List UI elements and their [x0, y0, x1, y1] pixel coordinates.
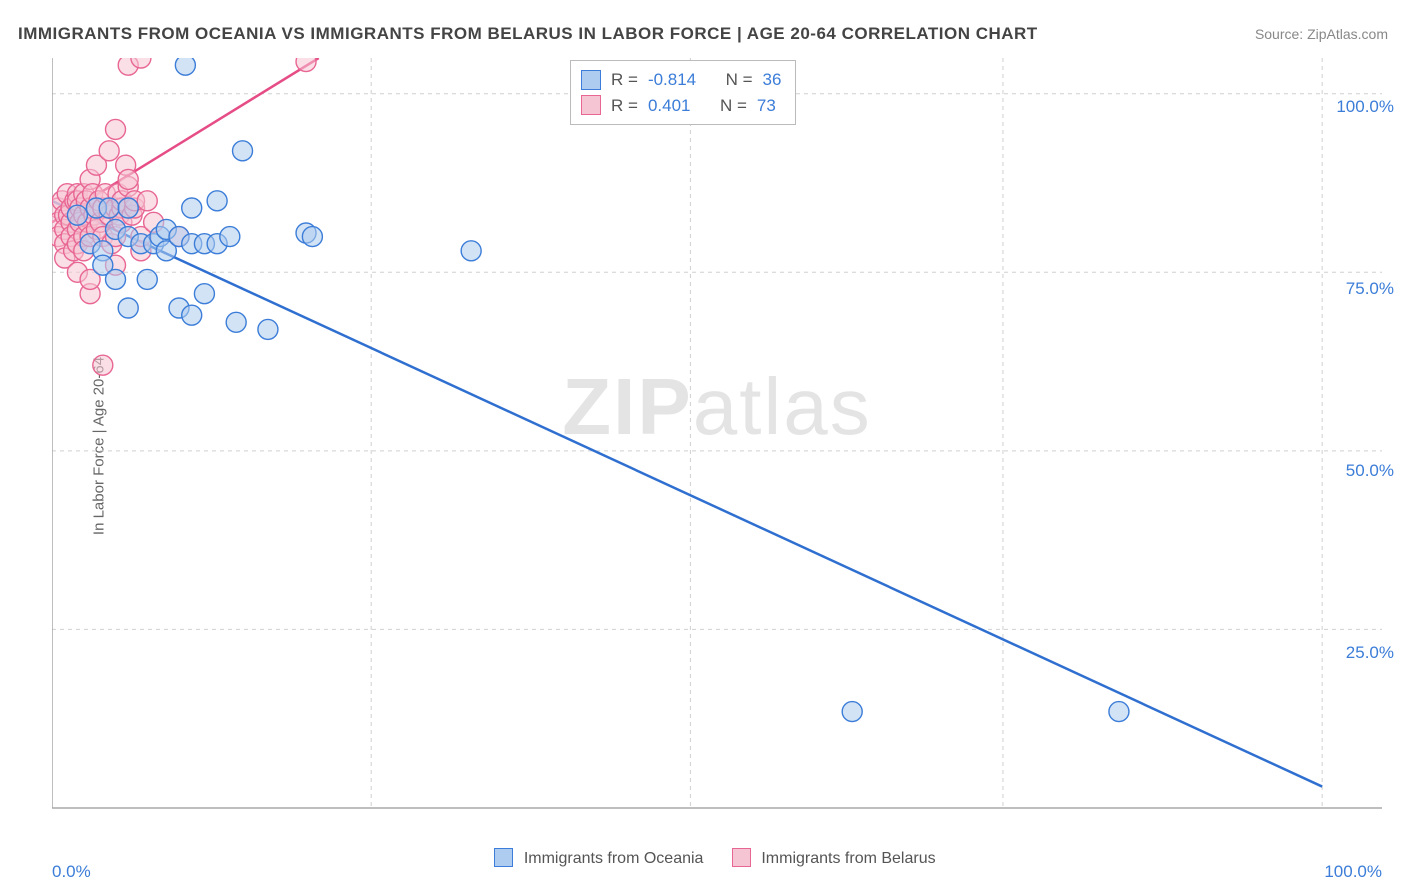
- legend-label-belarus: Immigrants from Belarus: [761, 850, 935, 867]
- legend-swatch-oceania: [494, 848, 513, 867]
- n-value-oceania: 36: [763, 67, 782, 93]
- scatter-plot-svg: [52, 58, 1382, 816]
- legend-swatch-belarus: [732, 848, 751, 867]
- legend-row-oceania: R = -0.814 N = 36: [581, 67, 781, 93]
- legend-label-oceania: Immigrants from Oceania: [524, 850, 704, 867]
- correlation-legend-box: R = -0.814 N = 36 R = 0.401 N = 73: [570, 60, 796, 125]
- legend-box-swatch-oceania: [581, 70, 601, 90]
- chart-plot-area: ZIPatlas: [52, 58, 1382, 816]
- y-tick-label: 25.0%: [1346, 643, 1394, 663]
- chart-title: IMMIGRANTS FROM OCEANIA VS IMMIGRANTS FR…: [18, 24, 1038, 44]
- legend-row-belarus: R = 0.401 N = 73: [581, 93, 781, 119]
- n-value-belarus: 73: [757, 93, 776, 119]
- legend-box-swatch-belarus: [581, 95, 601, 115]
- source-label: Source: ZipAtlas.com: [1255, 26, 1388, 42]
- y-tick-label: 75.0%: [1346, 279, 1394, 299]
- legend-bottom: Immigrants from Oceania Immigrants from …: [0, 848, 1406, 868]
- y-tick-label: 50.0%: [1346, 461, 1394, 481]
- y-tick-label: 100.0%: [1336, 97, 1394, 117]
- r-value-belarus: 0.401: [648, 93, 691, 119]
- chart-header: IMMIGRANTS FROM OCEANIA VS IMMIGRANTS FR…: [18, 24, 1388, 44]
- r-value-oceania: -0.814: [648, 67, 696, 93]
